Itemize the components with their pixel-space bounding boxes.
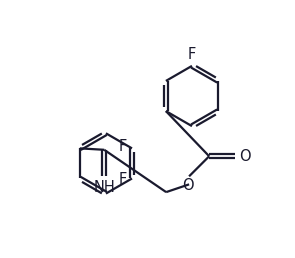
Text: F: F: [119, 172, 127, 187]
Text: NH: NH: [93, 180, 115, 195]
Text: O: O: [239, 149, 251, 164]
Text: F: F: [119, 139, 127, 155]
Text: F: F: [188, 47, 196, 62]
Text: O: O: [182, 178, 194, 193]
